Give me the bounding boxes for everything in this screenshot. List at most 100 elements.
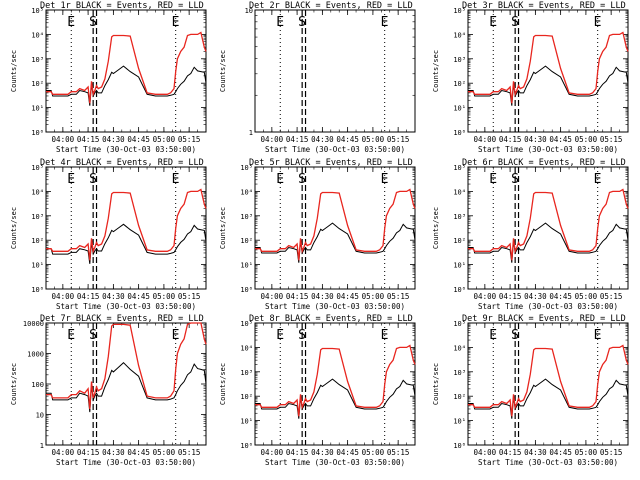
y-tick-label: 10³ xyxy=(240,369,253,377)
panel-title: Det 4r BLACK = Events, RED = LLD xyxy=(40,158,204,168)
x-tick-label: 04:00 xyxy=(52,135,75,144)
y-tick-label: 1 xyxy=(249,129,253,137)
x-tick-label: 04:30 xyxy=(102,135,125,144)
y-tick-label: 100 xyxy=(31,381,44,389)
y-tick-label: 10¹ xyxy=(453,105,466,113)
panel-det-8: Det 8r BLACK = Events, RED = LLD 10⁰ 10¹ 10… xyxy=(219,314,416,467)
marker-label: E xyxy=(594,15,602,30)
x-tick-label: 04:30 xyxy=(524,292,547,301)
panel-title: Det 8r BLACK = Events, RED = LLD xyxy=(249,314,413,324)
y-axis-label: Counts/sec xyxy=(10,363,18,405)
panel-title: Det 1r BLACK = Events, RED = LLD xyxy=(40,1,204,11)
series-events-line xyxy=(255,222,416,263)
marker-label: E xyxy=(67,328,75,343)
series-lld-line xyxy=(255,344,416,417)
marker-label: S xyxy=(511,172,519,187)
x-tick-label: 04:00 xyxy=(474,135,497,144)
series-events-line xyxy=(255,378,416,419)
marker-label: E xyxy=(489,172,497,187)
x-tick-label: 04:00 xyxy=(261,448,284,457)
y-tick-label: 10⁵ xyxy=(240,164,253,172)
x-tick-label: 05:00 xyxy=(575,135,598,144)
x-tick-label: 05:15 xyxy=(387,135,410,144)
x-tick-label: 05:00 xyxy=(153,292,176,301)
panel-det-1: Det 1r BLACK = Events, RED = LLD 10⁰ 10¹ 10… xyxy=(10,1,207,154)
y-tick-label: 10⁵ xyxy=(453,7,466,15)
y-axis-label: Counts/sec xyxy=(10,207,18,249)
marker-label: S xyxy=(298,15,306,30)
x-tick-label: 04:30 xyxy=(524,448,547,457)
series-events-line xyxy=(46,65,207,106)
x-tick-label: 04:30 xyxy=(102,292,125,301)
y-tick-label: 10⁰ xyxy=(240,442,253,450)
y-tick-label: 10² xyxy=(31,237,44,245)
plot-frame xyxy=(45,9,207,133)
y-tick-label: 10 xyxy=(245,7,253,15)
series-events-line xyxy=(468,222,629,263)
x-tick-label: 05:15 xyxy=(600,292,623,301)
x-tick-label: 05:15 xyxy=(600,135,623,144)
y-tick-label: 1 xyxy=(40,442,44,450)
series-lld-line xyxy=(468,188,629,261)
series-lld-line xyxy=(46,31,207,104)
marker-label: E xyxy=(381,172,389,187)
marker-label: S xyxy=(89,172,97,187)
marker-label: E xyxy=(381,328,389,343)
x-tick-label: 04:30 xyxy=(311,292,334,301)
plot-frame xyxy=(467,9,629,133)
x-tick-label: 04:45 xyxy=(549,292,572,301)
panel-det-7: Det 7r BLACK = Events, RED = LLD 1 10 100 10… xyxy=(10,314,207,467)
panel-title: Det 6r BLACK = Events, RED = LLD xyxy=(462,158,626,168)
x-tick-label: 04:45 xyxy=(127,292,150,301)
y-tick-label: 10³ xyxy=(31,56,44,64)
x-tick-label: 05:00 xyxy=(362,135,385,144)
x-tick-label: 05:00 xyxy=(362,448,385,457)
marker-label: E xyxy=(172,15,180,30)
y-tick-label: 10⁵ xyxy=(240,320,253,328)
marker-label: E xyxy=(276,172,284,187)
x-tick-label: 04:00 xyxy=(52,292,75,301)
x-tick-label: 04:45 xyxy=(336,448,359,457)
y-tick-label: 10⁰ xyxy=(31,286,44,294)
marker-label: S xyxy=(89,15,97,30)
x-tick-label: 05:00 xyxy=(153,448,176,457)
y-tick-label: 10³ xyxy=(453,213,466,221)
y-tick-label: 10¹ xyxy=(31,105,44,113)
x-axis-label: Start Time (30-Oct-03 03:50:00) xyxy=(478,458,618,467)
y-tick-label: 10⁵ xyxy=(453,164,466,172)
y-tick-label: 10¹ xyxy=(240,262,253,270)
panel-det-5: Det 5r BLACK = Events, RED = LLD 10⁰ 10¹ 10… xyxy=(219,158,416,311)
series-lld-line xyxy=(46,188,207,261)
y-tick-label: 10⁴ xyxy=(453,31,466,39)
x-axis-label: Start Time (30-Oct-03 03:50:00) xyxy=(56,458,196,467)
marker-label: E xyxy=(594,328,602,343)
y-tick-label: 10³ xyxy=(31,213,44,221)
marker-label: E xyxy=(594,172,602,187)
panel-title: Det 2r BLACK = Events, RED = LLD xyxy=(249,1,413,11)
marker-label: E xyxy=(67,172,75,187)
panel-det-3: Det 3r BLACK = Events, RED = LLD 10⁰ 10¹ 10… xyxy=(432,1,629,154)
x-tick-label: 04:15 xyxy=(499,135,522,144)
y-tick-label: 10¹ xyxy=(453,418,466,426)
x-tick-label: 04:15 xyxy=(286,292,309,301)
y-axis-label: Counts/sec xyxy=(219,207,227,249)
series-lld-line xyxy=(468,344,629,417)
x-axis-label: Start Time (30-Oct-03 03:50:00) xyxy=(478,302,618,311)
y-tick-label: 10² xyxy=(453,237,466,245)
x-tick-label: 04:15 xyxy=(77,448,100,457)
panel-title: Det 9r BLACK = Events, RED = LLD xyxy=(462,314,626,324)
y-tick-label: 10⁴ xyxy=(31,31,44,39)
y-tick-label: 10⁰ xyxy=(31,129,44,137)
x-tick-label: 04:45 xyxy=(336,292,359,301)
y-tick-label: 10¹ xyxy=(31,262,44,270)
series-lld-line xyxy=(468,31,629,104)
plot-frame xyxy=(467,166,629,290)
x-tick-label: 05:15 xyxy=(178,135,201,144)
x-tick-label: 04:00 xyxy=(261,292,284,301)
y-tick-label: 10¹ xyxy=(453,262,466,270)
y-tick-label: 10 xyxy=(36,412,44,420)
x-tick-label: 05:15 xyxy=(178,448,201,457)
y-tick-label: 10⁰ xyxy=(453,129,466,137)
x-axis-label: Start Time (30-Oct-03 03:50:00) xyxy=(265,458,405,467)
